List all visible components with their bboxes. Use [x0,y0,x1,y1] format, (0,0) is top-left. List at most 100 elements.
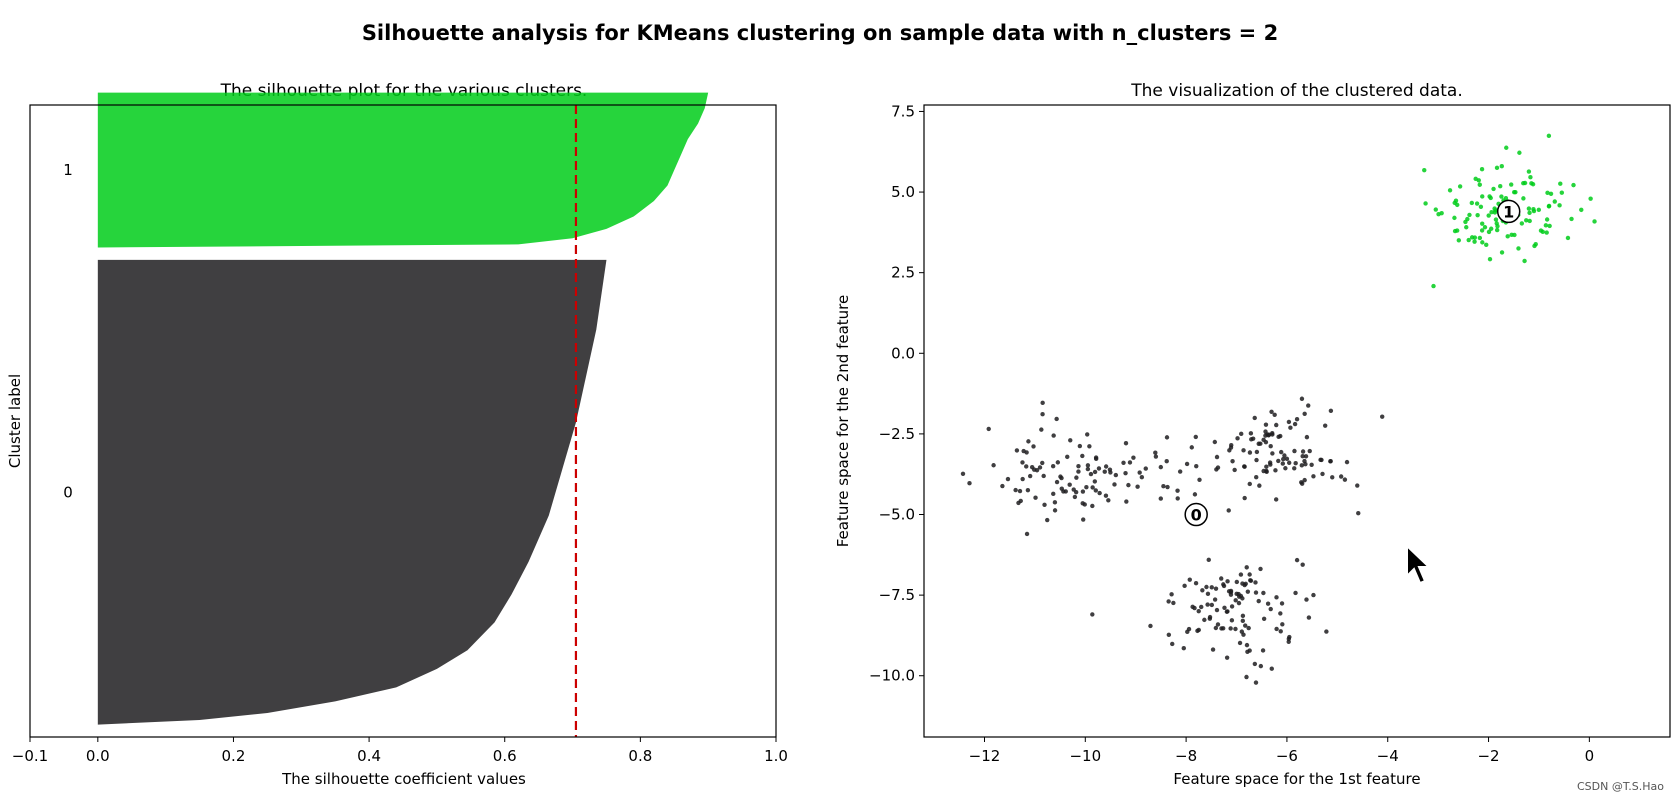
data-point-cluster-0 [1322,423,1328,428]
data-point-cluster-1 [1519,221,1525,226]
data-point-cluster-0 [1123,441,1129,446]
data-point-cluster-1 [1522,180,1528,186]
silhouette-plot: The silhouette plot for the various clus… [6,81,788,788]
data-point-cluster-1 [1517,150,1522,155]
data-point-cluster-1 [1477,235,1483,241]
data-point-cluster-0 [1288,425,1293,430]
data-point-cluster-0 [1272,412,1277,417]
data-point-cluster-1 [1491,186,1496,192]
data-point-cluster-0 [1192,605,1197,611]
data-point-cluster-0 [1054,479,1060,485]
silhouette-clusters [97,92,709,725]
data-point-cluster-0 [1212,597,1218,602]
data-point-cluster-1 [1557,203,1562,208]
data-point-cluster-0 [1299,396,1305,401]
data-point-cluster-0 [1242,495,1247,501]
data-point-cluster-0 [1240,613,1246,619]
data-point-cluster-0 [1311,592,1316,598]
data-point-cluster-0 [1039,427,1044,432]
data-point-cluster-0 [1227,448,1232,453]
data-point-cluster-1 [1526,206,1532,211]
data-point-cluster-1 [1579,207,1584,213]
data-point-cluster-1 [1487,256,1493,262]
data-point-cluster-0 [1244,642,1250,648]
data-point-cluster-1 [1478,204,1484,209]
y-tick-label: 2.5 [891,264,915,282]
data-point-cluster-0 [1106,498,1111,503]
data-point-cluster-0 [1254,475,1259,480]
data-point-cluster-0 [1274,422,1279,428]
data-point-cluster-0 [1281,456,1286,462]
data-point-cluster-0 [1261,616,1267,622]
data-point-cluster-1 [1452,215,1457,221]
data-point-cluster-0 [1040,412,1045,417]
data-point-cluster-1 [1455,202,1460,208]
data-point-cluster-0 [1284,456,1290,462]
data-point-cluster-0 [1278,629,1283,634]
data-point-cluster-0 [1232,467,1237,473]
data-point-cluster-0 [1268,462,1273,467]
data-point-cluster-1 [1516,246,1521,251]
data-point-cluster-0 [1031,444,1036,449]
data-point-cluster-1 [1499,164,1504,169]
data-point-cluster-1 [1486,229,1492,235]
silhouette-cluster-labels: 01 [63,161,73,501]
data-point-cluster-0 [1249,437,1254,442]
data-point-cluster-0 [1181,646,1186,651]
data-point-cluster-0 [1247,481,1252,487]
data-point-cluster-0 [1084,485,1089,490]
data-point-cluster-0 [1040,460,1045,466]
data-point-cluster-0 [1324,629,1329,634]
data-point-cluster-0 [1058,474,1063,479]
data-point-cluster-1 [1546,204,1552,209]
data-point-cluster-0 [1032,467,1037,472]
data-point-cluster-0 [1020,476,1025,482]
data-point-cluster-0 [1302,477,1307,483]
data-point-cluster-0 [1196,608,1201,614]
data-point-cluster-0 [1164,459,1169,464]
data-point-cluster-0 [1300,449,1306,454]
silhouette-x-axis-label: The silhouette coefficient values [281,770,526,788]
data-point-cluster-0 [1269,666,1274,671]
data-point-cluster-0 [1239,431,1244,437]
data-point-cluster-0 [1278,611,1283,616]
data-point-cluster-0 [1236,600,1242,606]
data-point-cluster-0 [1294,557,1300,563]
x-tick-label: 0 [1585,747,1595,765]
cluster-center-label-1: 1 [1503,202,1514,221]
data-point-cluster-0 [1016,500,1021,506]
data-point-cluster-0 [1158,496,1163,501]
x-tick-label: −12 [969,747,1001,765]
data-point-cluster-0 [1344,459,1350,465]
data-point-cluster-0 [1131,455,1136,460]
data-point-cluster-1 [1463,219,1468,225]
data-point-cluster-0 [1000,483,1005,489]
data-point-cluster-0 [1320,471,1325,477]
data-point-cluster-0 [1212,439,1218,445]
data-point-cluster-1 [1543,223,1549,228]
data-point-cluster-1 [1431,283,1436,289]
data-point-cluster-1 [1544,230,1549,235]
data-point-cluster-0 [1238,572,1244,577]
data-point-cluster-0 [1263,422,1269,427]
data-point-cluster-0 [1085,463,1091,468]
data-point-cluster-0 [1187,577,1192,582]
x-tick-label: 1.0 [764,747,788,765]
data-point-cluster-0 [1092,469,1098,475]
data-point-cluster-0 [1090,485,1095,490]
data-point-cluster-0 [1206,557,1211,563]
data-point-cluster-0 [1074,475,1079,480]
data-point-cluster-0 [1225,609,1230,614]
data-point-cluster-0 [986,426,991,432]
data-point-cluster-0 [1087,444,1092,449]
y-tick-label: −2.5 [879,425,915,443]
data-point-cluster-0 [1299,463,1305,468]
data-point-cluster-1 [1479,167,1485,172]
data-point-cluster-0 [1165,484,1170,490]
data-point-cluster-0 [1193,434,1198,440]
data-point-cluster-0 [1253,590,1259,595]
data-point-cluster-1 [1533,242,1538,247]
data-point-cluster-0 [1082,502,1087,507]
data-point-cluster-1 [1571,182,1576,188]
data-point-cluster-1 [1521,196,1526,201]
